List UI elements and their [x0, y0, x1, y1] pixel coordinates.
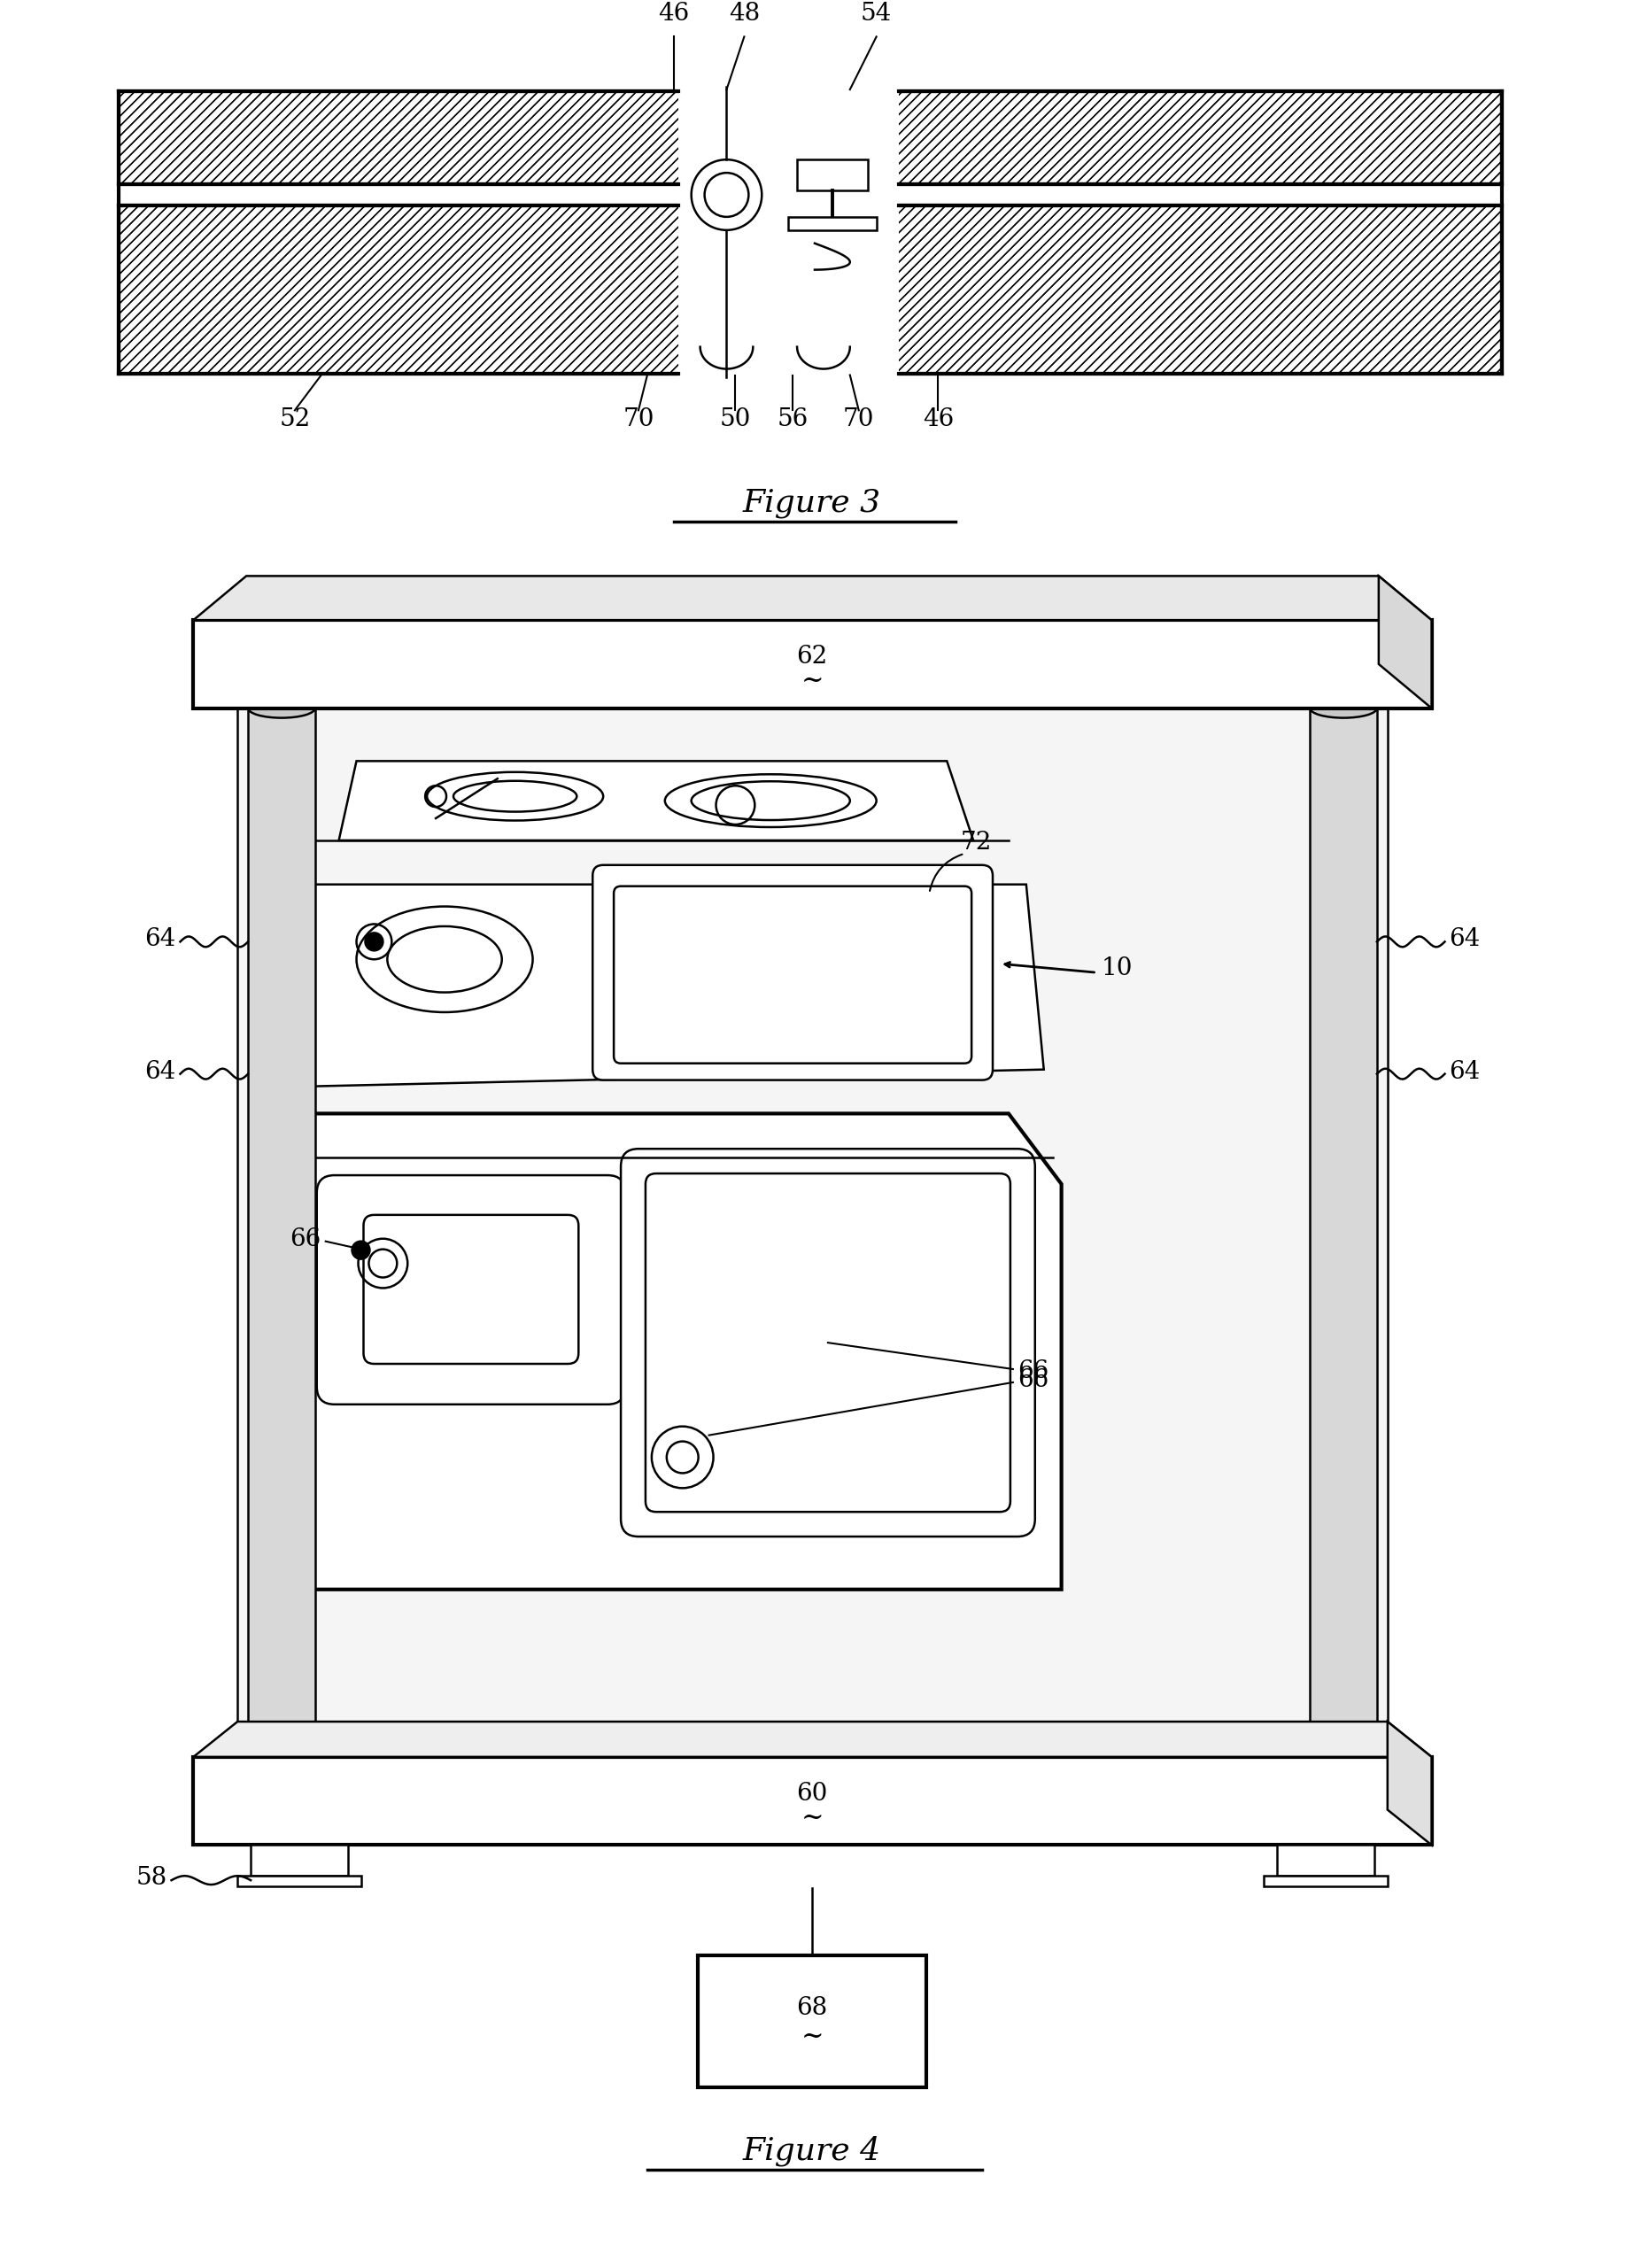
- Text: 48: 48: [728, 2, 760, 27]
- Bar: [237, 708, 1388, 1758]
- Ellipse shape: [1261, 1749, 1320, 1765]
- Ellipse shape: [249, 699, 315, 719]
- Text: 66: 66: [1017, 1359, 1048, 1383]
- Ellipse shape: [1310, 699, 1376, 719]
- FancyBboxPatch shape: [364, 1216, 578, 1363]
- Bar: [678, 82, 899, 381]
- Ellipse shape: [249, 1746, 315, 1767]
- Text: 64: 64: [1450, 928, 1480, 950]
- Polygon shape: [193, 1721, 1432, 1758]
- Text: ~: ~: [801, 669, 824, 696]
- Polygon shape: [1388, 1721, 1432, 1844]
- Bar: [697, 1955, 926, 2087]
- Bar: [798, 159, 868, 191]
- Text: 64: 64: [145, 1059, 176, 1084]
- Bar: [120, 93, 678, 181]
- Text: 52: 52: [279, 408, 310, 431]
- Ellipse shape: [691, 780, 850, 821]
- Bar: [249, 708, 315, 1758]
- Text: 72: 72: [960, 830, 991, 855]
- Text: 68: 68: [796, 1996, 827, 2021]
- Ellipse shape: [1310, 1746, 1376, 1767]
- Bar: [119, 206, 1502, 374]
- Polygon shape: [340, 762, 973, 841]
- Bar: [1277, 1844, 1375, 1876]
- Bar: [249, 1737, 315, 1758]
- Text: 50: 50: [720, 408, 751, 431]
- Ellipse shape: [665, 773, 876, 828]
- Text: ~: ~: [801, 2023, 824, 2050]
- Bar: [119, 91, 1502, 184]
- FancyBboxPatch shape: [621, 1150, 1035, 1535]
- Ellipse shape: [249, 1730, 315, 1749]
- Bar: [250, 1844, 348, 1876]
- Text: 70: 70: [843, 408, 874, 431]
- FancyBboxPatch shape: [645, 1173, 1011, 1513]
- FancyBboxPatch shape: [614, 887, 972, 1064]
- Ellipse shape: [427, 771, 603, 821]
- Text: 70: 70: [622, 408, 655, 431]
- Circle shape: [691, 159, 762, 229]
- Bar: [899, 209, 1500, 372]
- Ellipse shape: [387, 925, 502, 993]
- Circle shape: [366, 932, 383, 950]
- Bar: [120, 209, 678, 372]
- FancyBboxPatch shape: [593, 864, 993, 1080]
- Circle shape: [353, 1241, 369, 1259]
- Bar: [788, 218, 876, 229]
- Polygon shape: [1378, 576, 1432, 708]
- Text: Figure 4: Figure 4: [743, 2136, 881, 2166]
- Text: 62: 62: [796, 644, 827, 669]
- Text: 54: 54: [861, 2, 892, 27]
- Text: 46: 46: [658, 2, 689, 27]
- Text: 10: 10: [1102, 957, 1133, 980]
- Bar: [193, 619, 1432, 708]
- FancyBboxPatch shape: [317, 1175, 626, 1404]
- Text: 60: 60: [796, 1783, 827, 1805]
- Text: 64: 64: [145, 928, 176, 950]
- Ellipse shape: [356, 907, 533, 1012]
- Ellipse shape: [306, 1749, 364, 1765]
- Polygon shape: [193, 576, 1432, 619]
- Text: 64: 64: [1450, 1059, 1480, 1084]
- Bar: [1264, 1876, 1388, 1887]
- Bar: [306, 708, 364, 1758]
- Text: 66: 66: [1017, 1368, 1048, 1393]
- Ellipse shape: [1310, 1746, 1376, 1767]
- Bar: [237, 1876, 361, 1887]
- Polygon shape: [294, 1114, 1061, 1590]
- Text: 56: 56: [777, 408, 808, 431]
- Polygon shape: [278, 885, 1043, 1086]
- Bar: [1310, 1737, 1376, 1758]
- Ellipse shape: [306, 701, 364, 717]
- Text: ~: ~: [801, 1805, 824, 1833]
- Ellipse shape: [1310, 1730, 1376, 1749]
- Ellipse shape: [1261, 701, 1320, 717]
- Text: 46: 46: [923, 408, 954, 431]
- Bar: [899, 93, 1500, 181]
- Text: 66: 66: [289, 1227, 322, 1252]
- Ellipse shape: [249, 1746, 315, 1767]
- Bar: [1310, 708, 1376, 1758]
- Text: 58: 58: [136, 1867, 167, 1889]
- Bar: [193, 1758, 1432, 1844]
- Ellipse shape: [453, 780, 577, 812]
- Bar: [1261, 708, 1320, 1758]
- Text: Figure 3: Figure 3: [743, 488, 881, 517]
